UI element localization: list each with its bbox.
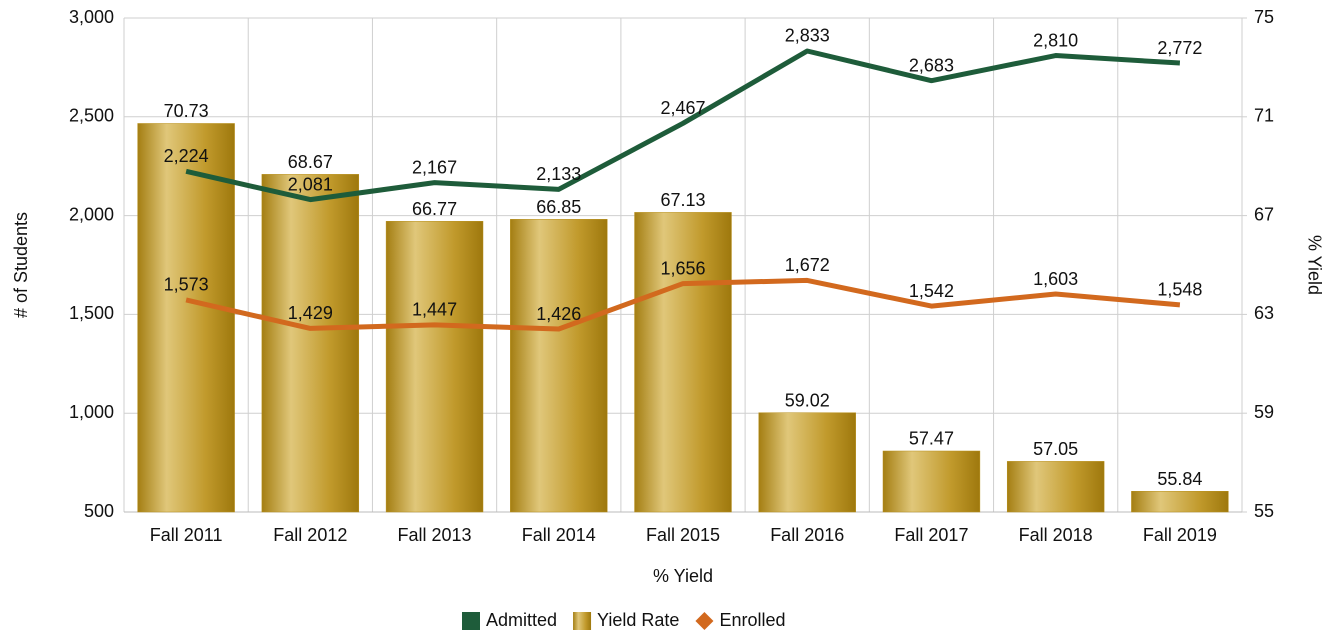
y2-tick-label: 75 bbox=[1254, 7, 1274, 27]
x-tick-label: Fall 2017 bbox=[894, 525, 968, 545]
line-value-label: 1,447 bbox=[412, 300, 457, 320]
y-tick-label: 2,500 bbox=[69, 106, 114, 126]
bar-value-label: 66.77 bbox=[412, 199, 457, 219]
line-value-label: 2,833 bbox=[785, 26, 830, 46]
line-value-label: 1,672 bbox=[785, 255, 830, 275]
y-tick-label: 1,000 bbox=[69, 402, 114, 422]
y2-tick-label: 55 bbox=[1254, 501, 1274, 521]
line-value-label: 1,429 bbox=[288, 303, 333, 323]
bar-value-label: 59.02 bbox=[785, 390, 830, 410]
bar-value-label: 57.47 bbox=[909, 429, 954, 449]
line-value-label: 2,467 bbox=[660, 98, 705, 118]
line-enrolled bbox=[185, 277, 1181, 332]
legend-label: Admitted bbox=[486, 610, 557, 630]
line-value-label: 1,603 bbox=[1033, 269, 1078, 289]
x-tick-label: Fall 2012 bbox=[273, 525, 347, 545]
bar bbox=[385, 221, 484, 513]
line-value-label: 2,810 bbox=[1033, 30, 1078, 50]
y2-axis-title: % Yield bbox=[1304, 235, 1324, 295]
line-value-label: 2,224 bbox=[164, 146, 209, 166]
x-tick-label: Fall 2011 bbox=[150, 525, 223, 545]
x-axis-title: % Yield bbox=[653, 566, 713, 586]
bar-value-label: 68.67 bbox=[288, 152, 333, 172]
y-tick-label: 500 bbox=[84, 501, 114, 521]
y2-tick-label: 67 bbox=[1254, 204, 1274, 224]
legend-swatch bbox=[695, 612, 714, 630]
legend-label: Enrolled bbox=[719, 610, 785, 630]
line-value-label: 2,081 bbox=[288, 174, 333, 194]
line-value-label: 2,167 bbox=[412, 157, 457, 177]
y2-tick-label: 71 bbox=[1254, 106, 1274, 126]
x-tick-label: Fall 2018 bbox=[1019, 525, 1093, 545]
bar-value-label: 67.13 bbox=[660, 190, 705, 210]
y-axis-title: # of Students bbox=[11, 212, 31, 318]
bar-value-label: 57.05 bbox=[1033, 439, 1078, 459]
bar-value-label: 66.85 bbox=[536, 197, 581, 217]
legend-label: Yield Rate bbox=[597, 610, 679, 630]
bar-value-label: 55.84 bbox=[1157, 469, 1202, 489]
bar bbox=[261, 174, 360, 513]
x-tick-label: Fall 2013 bbox=[398, 525, 472, 545]
line-value-label: 1,542 bbox=[909, 281, 954, 301]
bar bbox=[510, 219, 608, 513]
bar-value-label: 70.73 bbox=[164, 101, 209, 121]
line-value-label: 1,656 bbox=[660, 258, 705, 278]
y2-tick-label: 63 bbox=[1254, 303, 1274, 323]
line-value-label: 2,772 bbox=[1157, 38, 1202, 58]
bar bbox=[137, 123, 235, 513]
bar bbox=[1131, 491, 1229, 513]
bar bbox=[1006, 461, 1105, 513]
x-tick-label: Fall 2014 bbox=[522, 525, 596, 545]
y-tick-label: 2,000 bbox=[69, 204, 114, 224]
x-tick-label: Fall 2015 bbox=[646, 525, 720, 545]
x-tick-label: Fall 2019 bbox=[1143, 525, 1217, 545]
line-admitted bbox=[185, 48, 1181, 203]
line-value-label: 2,683 bbox=[909, 55, 954, 75]
y-tick-label: 1,500 bbox=[69, 303, 114, 323]
line-value-label: 1,548 bbox=[1157, 280, 1202, 300]
bar bbox=[634, 212, 732, 513]
x-tick-label: Fall 2016 bbox=[770, 525, 844, 545]
line-value-label: 1,426 bbox=[536, 304, 581, 324]
y2-tick-label: 59 bbox=[1254, 402, 1274, 422]
line-value-label: 2,133 bbox=[536, 164, 581, 184]
y-tick-label: 3,000 bbox=[69, 7, 114, 27]
legend-swatch bbox=[462, 612, 480, 630]
line-value-label: 1,573 bbox=[164, 275, 209, 295]
bar bbox=[758, 412, 856, 513]
bar bbox=[882, 450, 981, 513]
legend-swatch bbox=[573, 612, 592, 630]
